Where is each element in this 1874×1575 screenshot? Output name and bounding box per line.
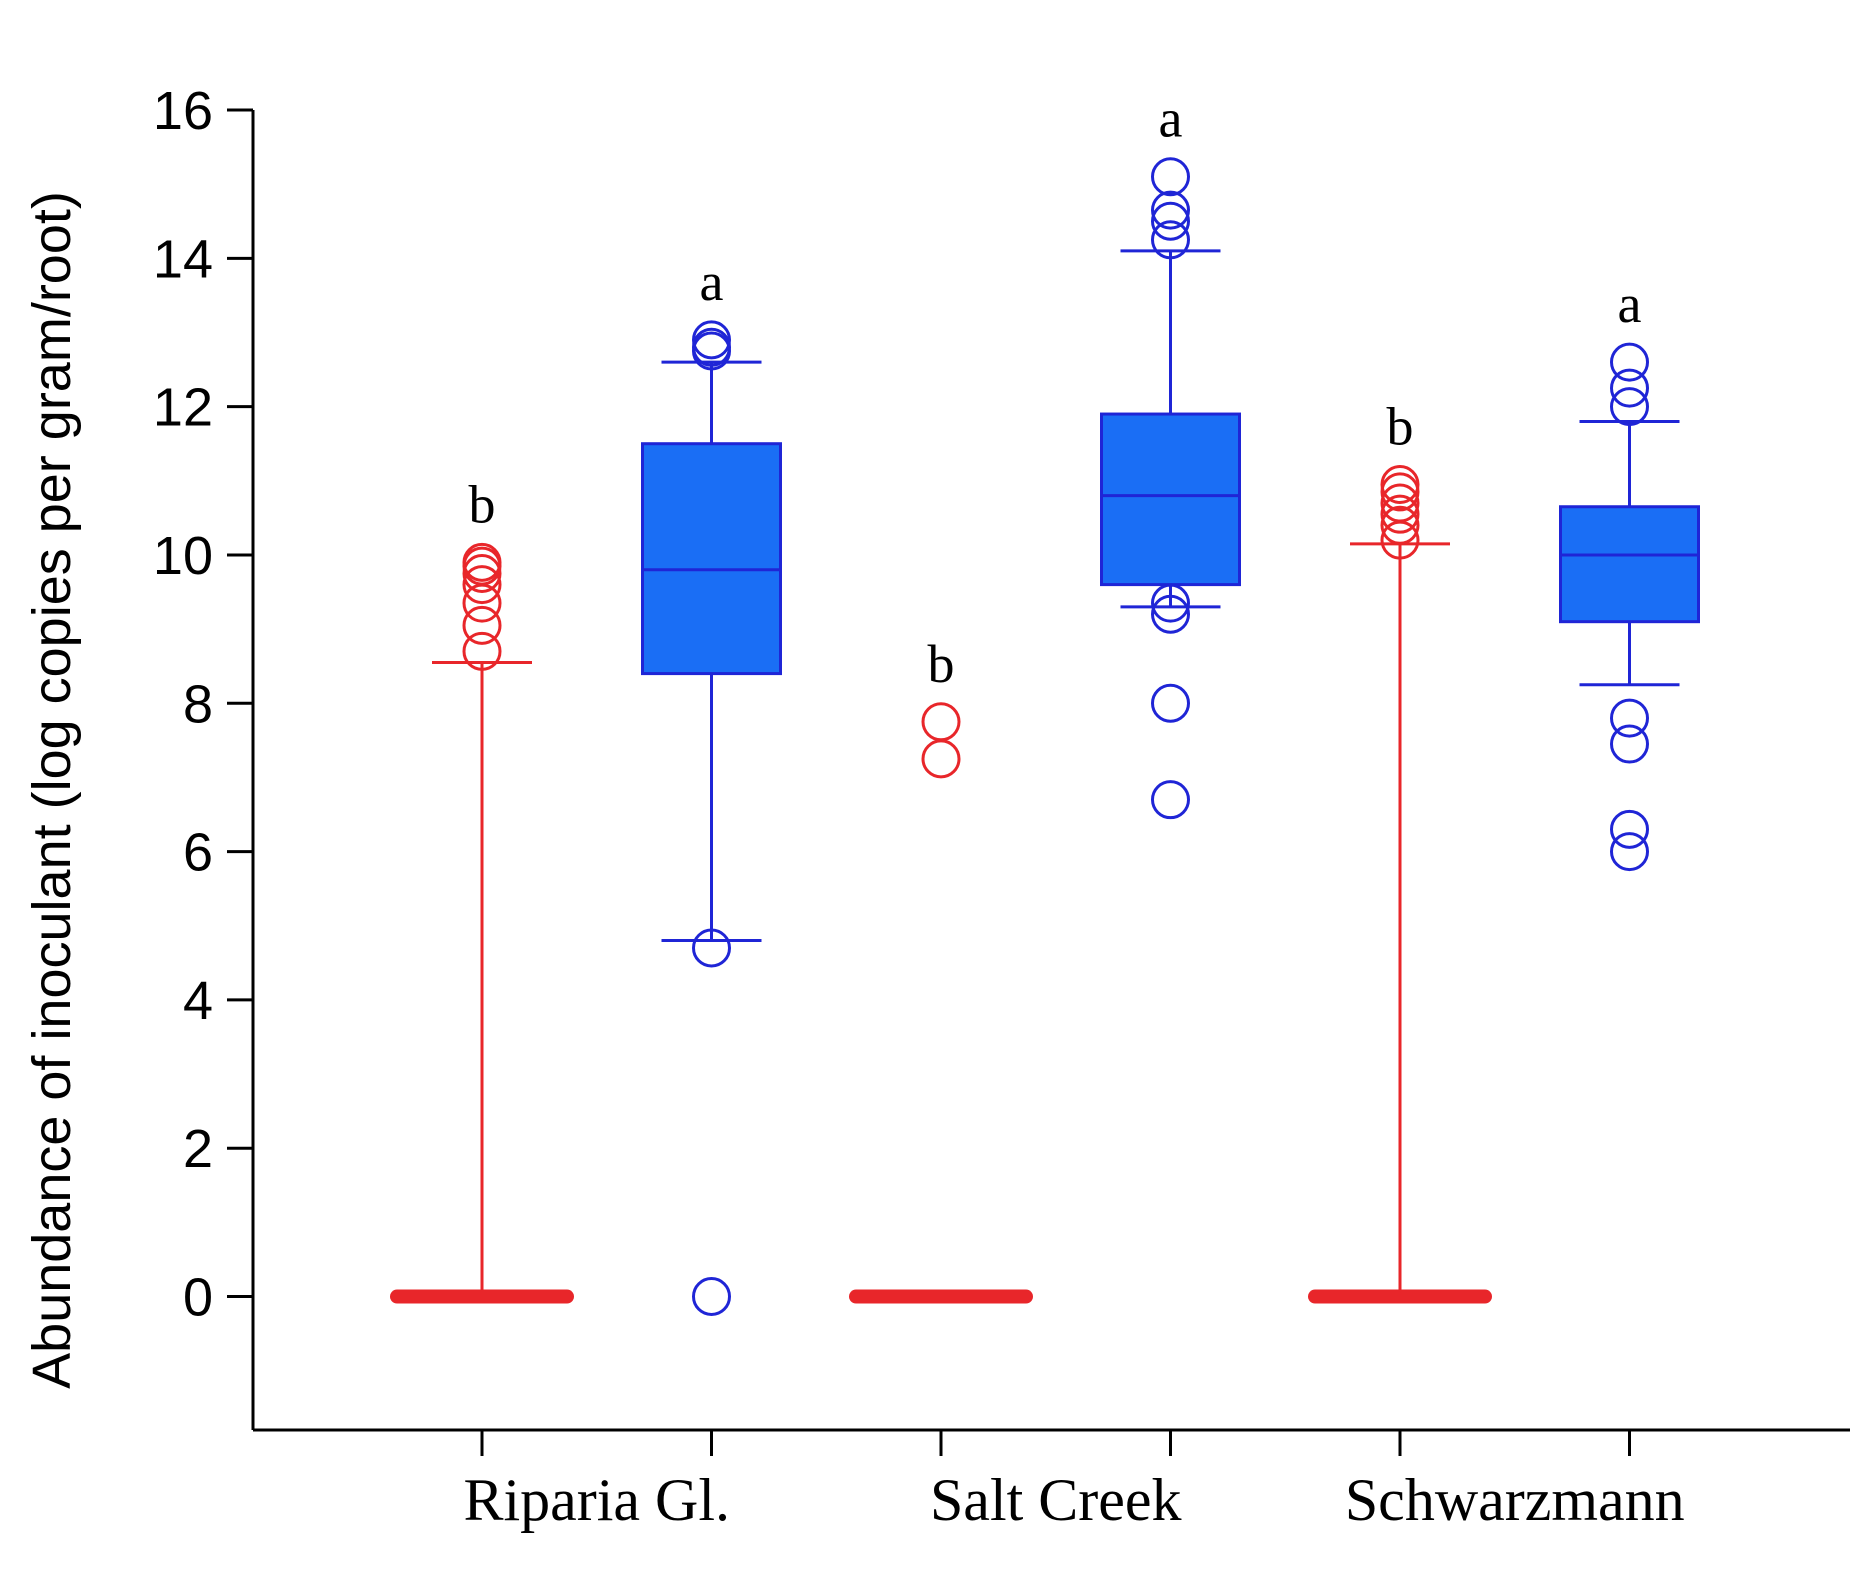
y-tick-label: 2 [183,1119,213,1179]
y-tick-label: 14 [153,229,213,289]
outlier-point [692,1277,731,1317]
outlier-point [462,631,502,671]
outlier-point [1610,832,1649,872]
outlier-point [1151,201,1190,241]
boxes: b a b a b a [390,89,1700,1317]
outlier-point [1151,583,1190,623]
y-tick-label: 6 [183,823,213,883]
outlier-point [1610,368,1649,408]
outlier-point [1610,809,1649,849]
y-ticks: 0 2 4 6 8 10 12 14 16 [153,81,253,1328]
y-axis-title: Abundance of inoculant (log copies per g… [22,191,82,1389]
significance-letter: b [1387,396,1414,456]
outlier-point [921,739,961,779]
outlier-point [1380,464,1420,504]
outlier-point [1151,157,1190,197]
outlier-point [1610,342,1649,382]
outlier-point [1380,483,1420,523]
outlier-point [1610,698,1649,738]
outlier-point [1610,387,1649,427]
box-blue-3: a [1100,89,1241,820]
outlier-point [692,320,731,360]
outlier-point [1380,505,1420,545]
outlier-point [1151,683,1190,723]
box-blue-5: a [1559,274,1700,872]
outlier-point [1610,724,1649,764]
significance-letter: b [469,474,496,534]
box-red-4: b [1308,396,1492,1304]
box-red-0: b [390,474,574,1304]
box-red-2: b [849,634,1033,1304]
significance-letter: a [1618,274,1642,334]
box-iqr [641,442,782,676]
y-tick-label: 8 [183,674,213,734]
axes [251,110,1850,1432]
significance-letter: a [700,252,724,312]
y-tick-label: 12 [153,378,213,438]
outlier-point [1380,494,1420,534]
outlier-point [1151,220,1190,260]
outlier-point [1151,190,1190,230]
outlier-point [692,928,731,968]
outlier-point [462,542,502,582]
outlier-point [462,565,502,605]
outlier-point [921,702,961,742]
box-iqr [1559,505,1700,624]
box-iqr [1100,412,1241,587]
x-ticks: Riparia Gl. Salt Creek Schwarzmann [463,1430,1685,1533]
outlier-point [1151,594,1190,634]
significance-letter: a [1159,89,1183,149]
y-tick-label: 16 [153,81,213,141]
outlier-point [1151,780,1190,820]
outlier-point [462,605,502,645]
outlier-point [692,327,731,367]
x-group-label: Schwarzmann [1345,1467,1685,1533]
y-tick-label: 4 [183,971,213,1031]
y-tick-label: 0 [183,1268,213,1328]
y-tick-label: 10 [153,526,213,586]
x-group-label: Salt Creek [930,1467,1182,1533]
significance-letter: b [928,634,955,694]
x-group-label: Riparia Gl. [463,1467,730,1533]
box-blue-1: a [641,252,782,1317]
